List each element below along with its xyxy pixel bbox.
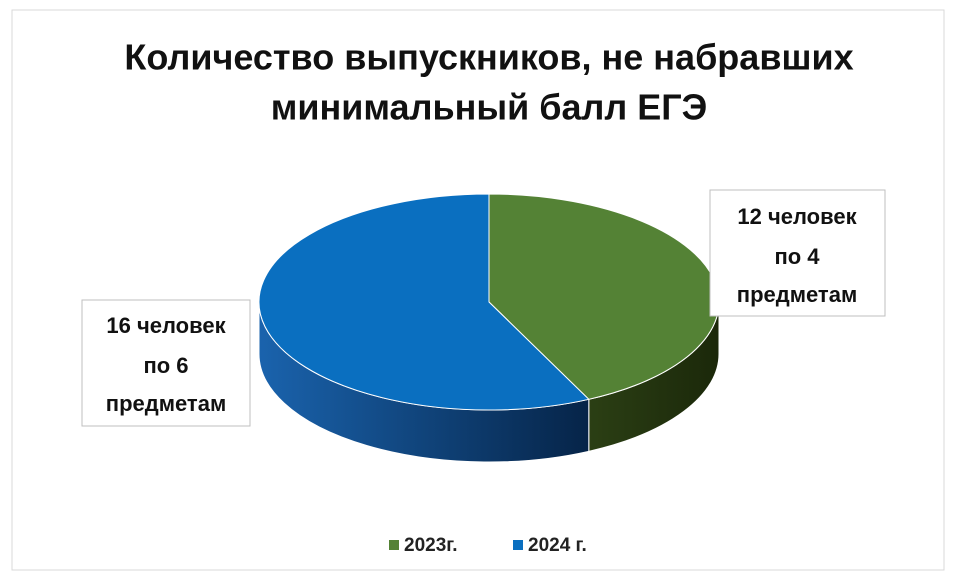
- legend-label: 2023г.: [404, 535, 458, 556]
- data-label: по 4: [774, 244, 820, 269]
- chart-title: минимальный балл ЕГЭ: [271, 87, 707, 128]
- data-label: по 6: [143, 353, 188, 378]
- legend-swatch: [513, 540, 523, 550]
- pie-slice: [258, 193, 590, 411]
- data-label-box: [709, 189, 886, 317]
- data-label-box: [81, 299, 251, 427]
- data-label: предметам: [106, 391, 226, 416]
- legend-swatch: [389, 540, 399, 550]
- data-label: предметам: [737, 282, 857, 307]
- legend-label: 2024 г.: [528, 535, 587, 556]
- data-label: 16 человек: [106, 313, 226, 338]
- chart-title: Количество выпускников, не набравших: [124, 37, 853, 78]
- data-label: 12 человек: [737, 204, 857, 229]
